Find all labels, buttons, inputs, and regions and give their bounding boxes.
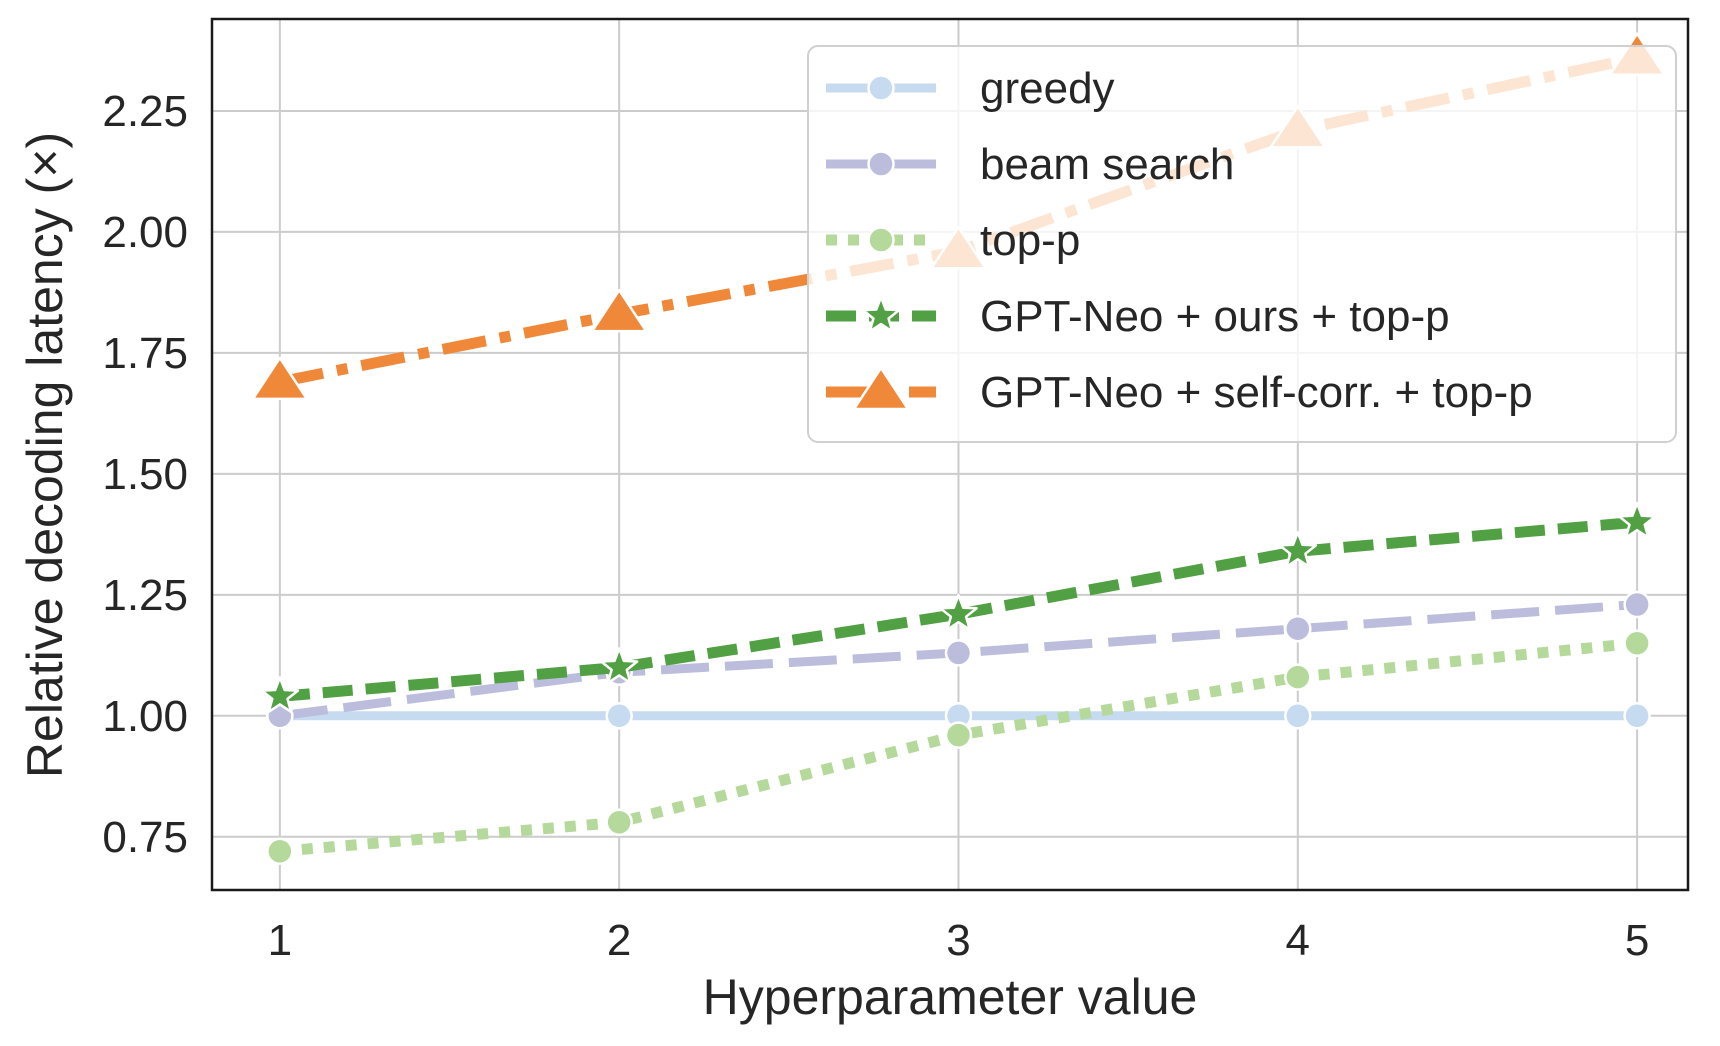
data-point-marker — [251, 356, 309, 401]
x-axis-label: Hyperparameter value — [703, 969, 1198, 1025]
data-point-marker — [260, 676, 300, 714]
x-tick-label: 4 — [1286, 916, 1310, 965]
series-1 — [266, 590, 1651, 730]
plot-frame — [210, 17, 1690, 892]
data-point-marker — [1278, 531, 1318, 568]
legend-label: greedy — [980, 64, 1115, 113]
legend-entry: beam search — [826, 140, 1234, 189]
data-point-marker — [1623, 590, 1651, 619]
y-tick-label: 1.75 — [102, 329, 188, 378]
y-tick-label: 2.00 — [102, 208, 188, 257]
data-point-marker — [1284, 614, 1312, 643]
legend-swatch-marker — [852, 366, 910, 411]
series-3 — [260, 501, 1657, 714]
legend-entry: top-p — [826, 216, 1080, 265]
x-tick-label: 2 — [607, 916, 631, 965]
data-point-marker — [944, 639, 973, 667]
data-point-marker — [1284, 702, 1312, 730]
data-point-marker — [605, 702, 633, 730]
x-tick-label: 3 — [946, 916, 970, 965]
legend-swatch-marker — [867, 226, 895, 254]
legend-label: beam search — [980, 140, 1234, 189]
legend-entry: GPT-Neo + self-corr. + top-p — [826, 366, 1533, 417]
y-tick-label: 0.75 — [102, 813, 188, 862]
y-tick-label: 2.25 — [102, 87, 188, 136]
series-2 — [266, 629, 1651, 866]
data-point-marker — [939, 593, 978, 631]
legend-swatch-marker — [867, 74, 895, 102]
data-point-marker — [944, 721, 973, 749]
data-point-marker — [590, 288, 648, 333]
data-point-marker — [1284, 663, 1312, 691]
data-point-marker — [1623, 702, 1651, 730]
x-tick-label: 1 — [268, 916, 292, 965]
legend-label: GPT-Neo + self-corr. + top-p — [980, 368, 1533, 417]
data-point-marker — [605, 808, 633, 837]
data-point-marker — [266, 837, 294, 866]
data-point-marker — [1623, 629, 1651, 657]
legend-entry: GPT-Neo + ours + top-p — [826, 292, 1450, 341]
legend-swatch-marker — [867, 150, 895, 178]
tick-labels: 1 2 3 4 5 0.75 1.00 1.25 1.50 1.75 2.00 2.25 — [102, 87, 1649, 965]
y-tick-label: 1.50 — [102, 450, 188, 499]
y-tick-label: 1.00 — [102, 692, 188, 741]
y-tick-label: 1.25 — [102, 571, 188, 620]
x-tick-label: 5 — [1625, 916, 1649, 965]
legend-entry: greedy — [826, 64, 1115, 113]
data-point-marker — [1617, 501, 1657, 539]
legend-swatch-marker — [861, 295, 901, 333]
data-point-marker — [599, 647, 639, 685]
legend-box — [807, 45, 1677, 443]
series-line — [279, 516, 1638, 702]
legend-label: GPT-Neo + ours + top-p — [980, 292, 1450, 341]
legend: greedy beam search top-p GPT-Neo + ours + t… — [807, 45, 1677, 443]
y-axis-label: Relative decoding latency (×) — [17, 132, 73, 778]
legend-label: top-p — [980, 216, 1080, 265]
